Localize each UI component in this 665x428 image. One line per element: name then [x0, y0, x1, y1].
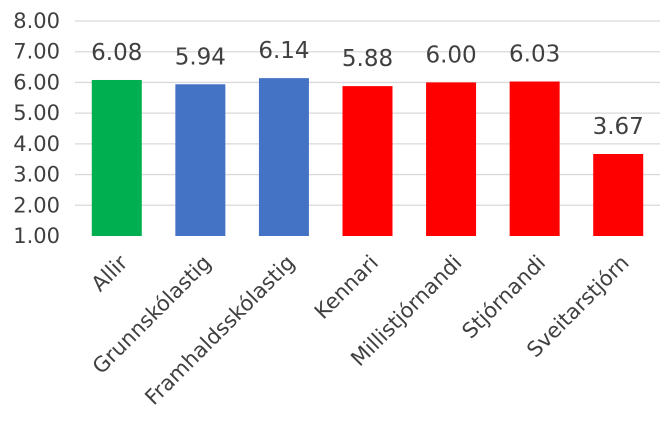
- category-label: Allir: [87, 250, 133, 296]
- bar: [91, 79, 142, 236]
- y-tick-label: 7.00: [13, 40, 60, 64]
- data-label: 6.08: [91, 40, 142, 66]
- y-tick-label: 6.00: [13, 70, 60, 94]
- data-label: 5.94: [175, 44, 226, 70]
- y-tick-label: 8.00: [13, 9, 60, 33]
- y-tick-label: 2.00: [13, 193, 60, 217]
- bar: [509, 81, 560, 236]
- bar: [175, 84, 226, 237]
- bars: [91, 78, 644, 237]
- data-label: 6.00: [425, 42, 476, 68]
- y-tick-label: 5.00: [13, 101, 60, 125]
- category-label: Stjórnandi: [457, 251, 550, 344]
- bar: [426, 82, 477, 236]
- data-label: 6.03: [509, 42, 560, 68]
- category-label: Kennari: [310, 251, 383, 324]
- bar: [593, 153, 644, 236]
- data-label: 5.88: [342, 46, 393, 72]
- data-label: 3.67: [593, 114, 644, 140]
- y-tick-label: 1.00: [13, 224, 60, 248]
- y-tick-label: 4.00: [13, 132, 60, 156]
- data-label: 6.14: [258, 38, 309, 64]
- category-label: Framhaldsskólastig: [140, 251, 299, 410]
- bar: [342, 86, 393, 236]
- y-axis-tick-labels: 1.00 2.00 3.00 4.00 5.00 6.00 7.00 8.00: [13, 9, 60, 248]
- y-tick-label: 3.00: [13, 163, 60, 187]
- bar: [258, 78, 309, 236]
- data-labels: 6.08 5.94 6.14 5.88 6.00 6.03 3.67: [91, 38, 644, 140]
